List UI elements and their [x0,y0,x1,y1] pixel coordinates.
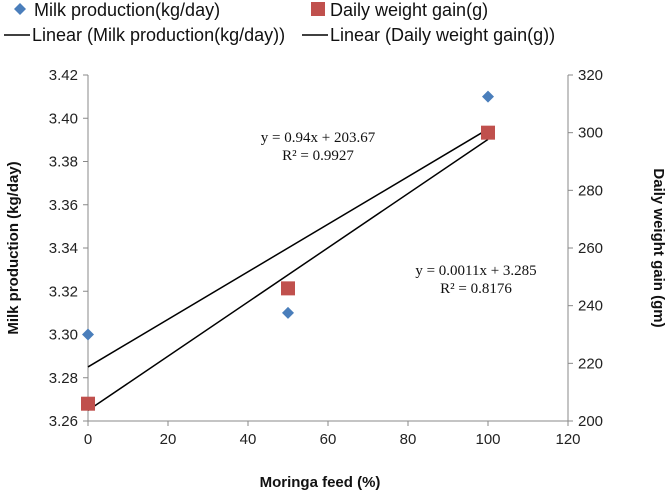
y-tick-label: 3.38 [49,154,78,171]
trendline [87,128,489,368]
y2-tick-label: 300 [578,125,603,142]
gain-point [481,125,495,140]
milk-point [482,90,494,103]
y-tick-label: 3.34 [49,240,78,257]
x-tick-label: 120 [555,431,580,448]
y2-tick-label: 320 [578,67,603,84]
y-tick-label: 3.40 [49,110,78,127]
gain-equation: y = 0.94x + 203.67 [261,130,376,146]
gain-point [81,396,95,411]
trendline [87,138,489,412]
gain-r2: R² = 0.9927 [282,148,354,164]
milk-point [282,306,294,319]
y2-tick-label: 220 [578,355,603,372]
y-axis-title: Milk production (kg/day) [5,161,22,334]
y-tick-label: 3.28 [49,370,78,387]
x-tick-label: 60 [320,431,337,448]
x-tick-label: 40 [240,431,257,448]
x-axis-title: Moringa feed (%) [260,474,381,491]
y2-axis-title: Daily weight gain (gm) [650,168,667,327]
y2-tick-label: 280 [578,182,603,199]
legend-square-icon [311,2,325,16]
y-tick-label: 3.30 [49,327,78,344]
y-tick-label: 3.32 [49,283,78,300]
y2-tick-label: 200 [578,413,603,430]
legend-gain: Daily weight gain(g) [330,0,488,20]
y-tick-label: 3.42 [49,67,78,84]
y-tick-label: 3.26 [49,413,78,430]
x-tick-label: 0 [84,431,92,448]
gain-point [281,281,295,296]
legend-diamond-icon [14,3,26,15]
y-tick-label: 3.36 [49,197,78,214]
milk-r2: R² = 0.8176 [440,281,512,297]
x-tick-label: 100 [475,431,500,448]
milk-equation: y = 0.0011x + 3.285 [415,263,536,279]
y2-tick-label: 240 [578,298,603,315]
y2-tick-label: 260 [578,240,603,257]
x-tick-label: 20 [160,431,177,448]
legend-milk: Milk production(kg/day) [34,0,220,20]
x-tick-label: 80 [400,431,417,448]
legend: Milk production(kg/day) Linear (Milk pro… [4,0,555,45]
milk-point [82,328,94,341]
legend-milk-trend: Linear (Milk production(kg/day)) [32,25,285,45]
legend-gain-trend: Linear (Daily weight gain(g)) [330,25,555,45]
